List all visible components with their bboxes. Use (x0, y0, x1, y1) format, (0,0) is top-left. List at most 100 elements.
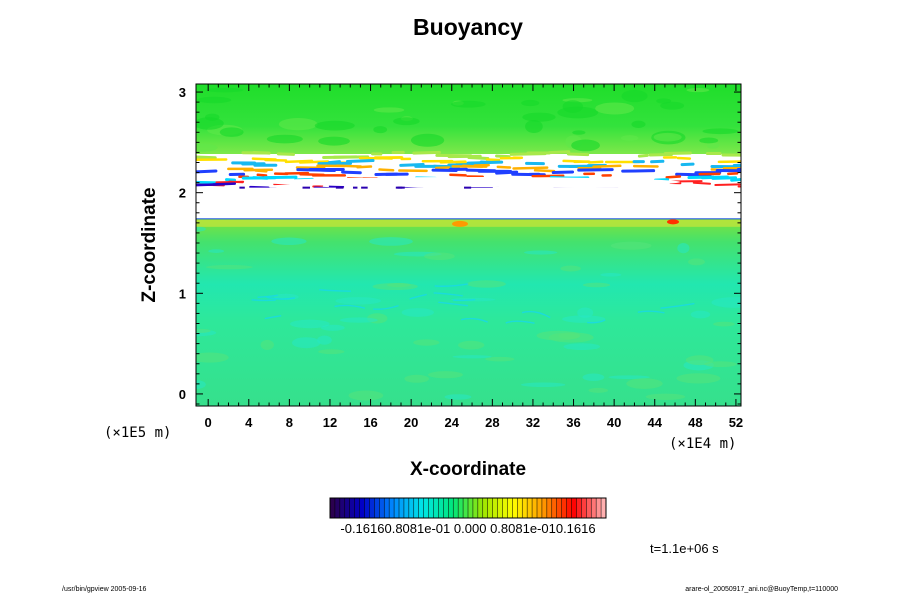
x-axis-unit: (×1E4 m) (669, 436, 737, 452)
colorbar-cell (458, 498, 464, 518)
field-texture-blob (562, 100, 583, 113)
cyan-streak (505, 320, 535, 324)
field-texture-blob (704, 361, 737, 368)
cyan-streak (452, 298, 476, 302)
cyan-streak (251, 299, 276, 302)
colorbar-cell (586, 498, 592, 518)
colorbar-cell (551, 498, 558, 518)
footer-source: arare-ol_20050917_ani.nc@BuoyTemp,t=1100… (685, 586, 838, 593)
field-texture-blob (413, 339, 440, 346)
field-texture-blob (699, 137, 719, 144)
field-texture-blob (393, 117, 420, 126)
field-texture-blob (196, 380, 206, 389)
colorbar-cell (477, 498, 484, 518)
colorbar-cell (532, 498, 538, 518)
buoyancy-band-segment (676, 156, 692, 160)
field-texture-blob (369, 237, 413, 246)
cyan-streak (319, 289, 351, 292)
colorbar-cell (364, 498, 370, 518)
colorbar-cell (369, 498, 375, 518)
heatmap-field (196, 84, 741, 406)
colorbar-cell (512, 498, 518, 518)
buoyancy-band-segment (531, 174, 565, 178)
x-tick-label: 44 (647, 415, 662, 430)
colorbar-cell (561, 498, 567, 518)
colorbar-cell (487, 498, 493, 518)
buoyancy-band-segment (378, 168, 395, 172)
field-texture-blob (677, 242, 690, 254)
colorbar-cell (399, 498, 405, 518)
colorbar-cell (537, 498, 543, 518)
field-texture-blob (582, 373, 605, 381)
field-texture-blob (373, 126, 388, 134)
cyan-streak (660, 302, 695, 309)
field-texture-blob (523, 250, 558, 255)
warm-spot (667, 219, 679, 225)
colorbar-cell (339, 498, 346, 518)
x-tick-label: 12 (323, 415, 337, 430)
buoyancy-band-segment (592, 164, 622, 168)
field-texture-blob (702, 128, 739, 135)
buoyancy-band-segment (228, 180, 244, 184)
field-texture-blob (219, 127, 244, 137)
field-texture-blob (196, 352, 229, 363)
field-texture-blob (690, 310, 711, 319)
field-texture-blob (595, 102, 635, 115)
field-texture-blob (271, 237, 307, 245)
warm-spot (452, 220, 468, 227)
field-texture-blob (626, 378, 663, 389)
colorbar-cell (349, 498, 355, 518)
buoyancy-band-segment (435, 166, 451, 170)
cyan-streak (461, 317, 488, 323)
plot-frame (195, 83, 742, 407)
field-texture-blob (444, 394, 472, 400)
colorbar-cell (596, 498, 602, 518)
colorbar-cell (403, 498, 410, 518)
y-tick-label: 1 (179, 286, 186, 301)
colorbar-cell (359, 498, 365, 518)
buoyancy-band-segment (714, 183, 741, 186)
buoyancy-band-segment (680, 162, 695, 167)
colorbar-label-2: 0.000 (453, 521, 487, 536)
field-texture-blob (196, 143, 218, 152)
buoyancy-band-segment (196, 155, 217, 160)
field-texture-blob (562, 315, 606, 323)
cyan-streak (438, 301, 469, 307)
field-texture-blob (713, 321, 735, 327)
buoyancy-band-segment (225, 178, 237, 182)
x-tick-label: 36 (566, 415, 580, 430)
cyan-streak (266, 296, 296, 300)
colorbar-cell (556, 498, 562, 518)
colorbar-cell (448, 498, 454, 518)
gap-top-fleck (335, 186, 344, 189)
colorbar-cell (423, 498, 429, 518)
field-texture-blob (621, 89, 648, 103)
buoyancy-band-segment (356, 165, 373, 169)
colorbar-cell (546, 498, 553, 518)
colorbar-label-0: -0.1616 (340, 521, 385, 536)
buoyancy-band-segment (650, 159, 665, 164)
colorbar-cell (334, 498, 341, 518)
colorbar-cell (463, 498, 469, 518)
field-texture-blob (588, 387, 608, 393)
cyan-streak (587, 319, 606, 324)
undefined-lens (510, 180, 670, 188)
field-texture-blob (525, 119, 543, 134)
colorbar-labels: -0.16160.8081e-01 0.000 0.8081e-010.1616 (300, 521, 636, 536)
field-texture-blob (260, 339, 274, 350)
field-texture-blob (522, 112, 556, 122)
field-texture-blob (520, 382, 566, 388)
colorbar-cell (418, 498, 424, 518)
gap-top-fleck (395, 186, 403, 189)
cyan-streak (264, 314, 282, 320)
field-texture-blob (278, 118, 318, 131)
field-texture-blob (688, 258, 705, 266)
field-texture-blob (676, 373, 721, 384)
colorbar-frame (329, 497, 607, 519)
cyan-streak (433, 292, 463, 297)
field-texture-blob (335, 297, 382, 305)
buoyancy-band-segment (495, 154, 511, 159)
field-texture-blob (466, 280, 506, 288)
colorbar-cell (374, 498, 380, 518)
colorbar-cell (438, 498, 444, 518)
